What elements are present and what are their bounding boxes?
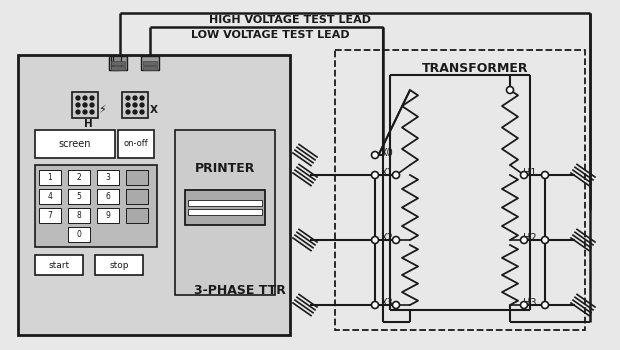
Circle shape: [392, 301, 399, 308]
Circle shape: [521, 172, 528, 178]
Circle shape: [90, 103, 94, 107]
Text: 3: 3: [105, 173, 110, 182]
Bar: [68, 227, 90, 242]
Text: LOW VOLTAGE TEST LEAD: LOW VOLTAGE TEST LEAD: [191, 30, 349, 40]
Circle shape: [541, 237, 549, 244]
Circle shape: [76, 103, 80, 107]
Bar: [111, 66, 125, 70]
Text: 5: 5: [76, 192, 81, 201]
Text: PRINTER: PRINTER: [195, 161, 255, 175]
Text: 2: 2: [77, 173, 81, 182]
Circle shape: [140, 103, 144, 107]
Text: start: start: [48, 260, 69, 270]
Bar: [97, 170, 119, 185]
Bar: [111, 56, 119, 70]
Circle shape: [76, 96, 80, 100]
Bar: [188, 200, 262, 206]
Circle shape: [371, 172, 378, 178]
Circle shape: [76, 110, 80, 114]
Text: 4: 4: [48, 192, 53, 201]
Bar: [143, 66, 157, 70]
Text: 1: 1: [48, 173, 52, 182]
Circle shape: [521, 237, 528, 244]
Bar: [97, 208, 119, 223]
Circle shape: [90, 110, 94, 114]
Circle shape: [83, 110, 87, 114]
Bar: [335, 50, 585, 330]
Circle shape: [133, 110, 137, 114]
Text: H3: H3: [523, 298, 536, 308]
Circle shape: [133, 96, 137, 100]
Circle shape: [133, 103, 137, 107]
Bar: [72, 92, 98, 118]
Circle shape: [126, 96, 130, 100]
Bar: [188, 209, 262, 215]
Circle shape: [83, 96, 87, 100]
Bar: [95, 255, 143, 275]
Text: on-off: on-off: [123, 140, 148, 148]
Bar: [68, 170, 90, 185]
Text: X1: X1: [381, 168, 394, 178]
Bar: [68, 189, 90, 204]
Bar: [126, 189, 148, 204]
Bar: [39, 208, 61, 223]
Text: 0: 0: [76, 230, 81, 239]
Text: 9: 9: [105, 211, 110, 220]
Bar: [113, 56, 121, 70]
Circle shape: [371, 237, 378, 244]
Bar: [175, 130, 275, 295]
Circle shape: [371, 301, 378, 308]
Bar: [109, 56, 117, 70]
Bar: [141, 56, 159, 70]
Circle shape: [392, 237, 399, 244]
Text: stop: stop: [109, 260, 129, 270]
Text: X3: X3: [381, 298, 394, 308]
Bar: [35, 130, 115, 158]
Circle shape: [541, 301, 549, 308]
Circle shape: [140, 96, 144, 100]
Bar: [39, 189, 61, 204]
Text: 8: 8: [77, 211, 81, 220]
Text: HIGH VOLTAGE TEST LEAD: HIGH VOLTAGE TEST LEAD: [209, 15, 371, 25]
Bar: [126, 170, 148, 185]
Bar: [39, 170, 61, 185]
Bar: [97, 189, 119, 204]
Text: X0: X0: [381, 148, 394, 158]
Text: H2: H2: [523, 233, 537, 243]
Text: 7: 7: [48, 211, 53, 220]
Bar: [185, 190, 265, 225]
Bar: [111, 61, 125, 65]
Circle shape: [90, 96, 94, 100]
Bar: [35, 165, 157, 247]
Circle shape: [371, 152, 378, 159]
Bar: [35, 255, 83, 275]
Bar: [122, 92, 148, 118]
Circle shape: [83, 103, 87, 107]
Bar: [18, 55, 290, 335]
Circle shape: [140, 110, 144, 114]
Text: 6: 6: [105, 192, 110, 201]
Text: H1: H1: [523, 168, 536, 178]
Circle shape: [507, 86, 513, 93]
Bar: [118, 130, 154, 158]
Text: screen: screen: [59, 139, 91, 149]
Bar: [126, 208, 148, 223]
Text: TRANSFORMER: TRANSFORMER: [422, 62, 528, 75]
Bar: [68, 208, 90, 223]
Circle shape: [126, 110, 130, 114]
Bar: [143, 61, 157, 65]
Text: X: X: [150, 105, 158, 115]
Bar: [109, 56, 127, 70]
Circle shape: [126, 103, 130, 107]
Text: 3-PHASE TTR: 3-PHASE TTR: [194, 284, 286, 296]
Circle shape: [541, 172, 549, 178]
Circle shape: [392, 172, 399, 178]
Text: X2: X2: [381, 233, 394, 243]
Text: ⚡: ⚡: [98, 105, 106, 115]
Text: H: H: [84, 119, 92, 129]
Circle shape: [521, 301, 528, 308]
